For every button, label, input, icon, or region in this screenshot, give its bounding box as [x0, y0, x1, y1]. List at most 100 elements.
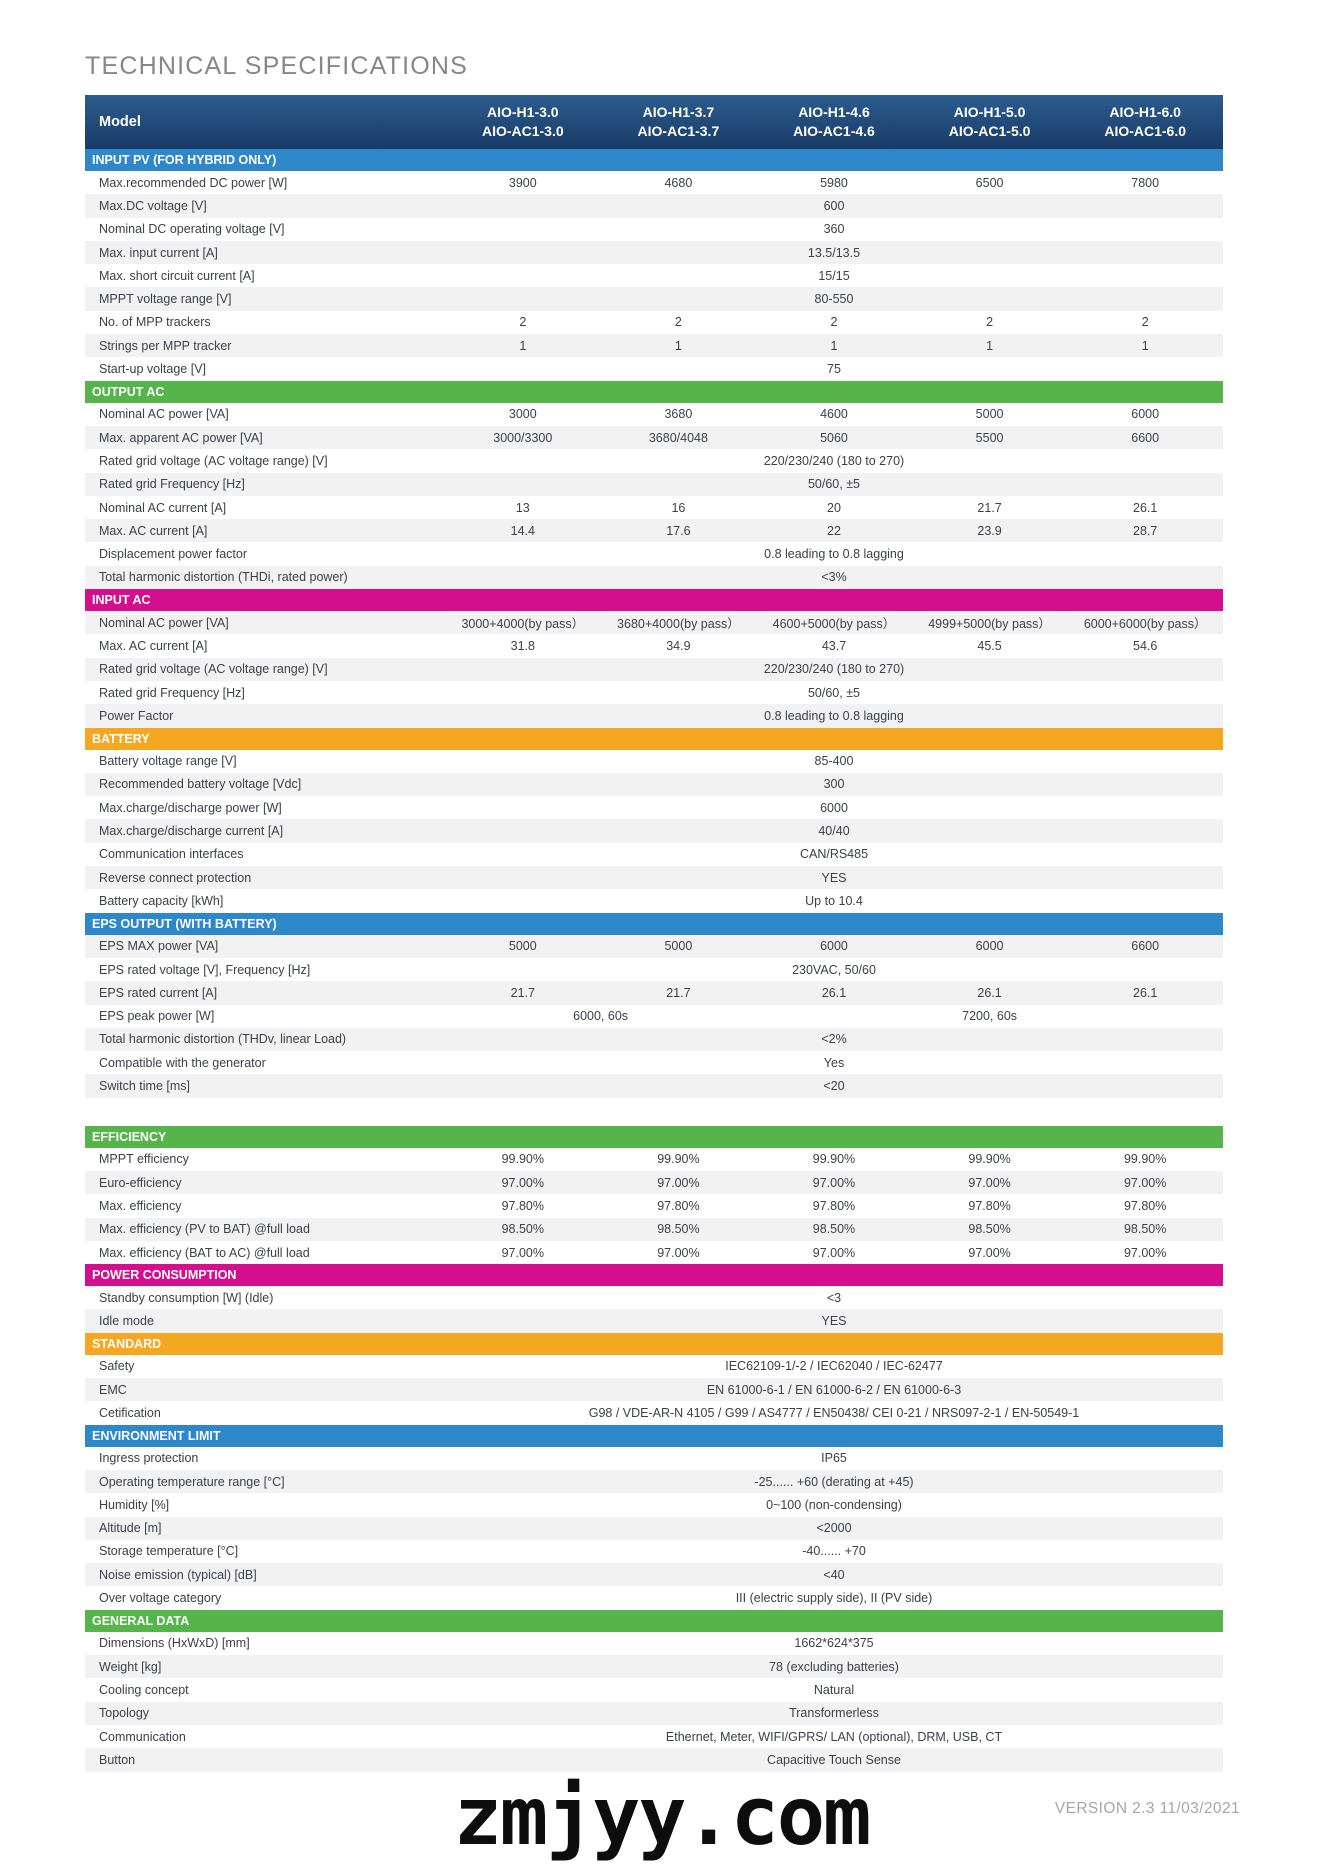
value-cell: 2	[519, 315, 527, 330]
page-title: TECHNICAL SPECIFICATIONS	[85, 52, 469, 80]
row-values: 3000 3680 4600 5000 6000	[445, 407, 1223, 421]
table-row: Communication interfaces CAN/RS485	[85, 843, 1223, 866]
table-row: Max.recommended DC power [W] 3900 4680 5980…	[85, 171, 1223, 194]
row-label: Max. apparent AC power [VA]	[99, 430, 263, 445]
table-row: Button Capacitive Touch Sense	[85, 1748, 1223, 1772]
row-values: Yes	[445, 1056, 1223, 1070]
value-cell: <3%	[821, 570, 847, 585]
row-values: 600	[445, 199, 1223, 213]
value-cell: 28.7	[1133, 523, 1158, 538]
value-cell: 43.7	[821, 638, 847, 653]
value-cell: 4600	[820, 407, 848, 422]
row-values: 6000, 60s 7200, 60s	[445, 1009, 1223, 1023]
row-values: Transformerless	[445, 1706, 1223, 1720]
spec-table: Model AIO-H1-3.0 AIO-AC1-3.0 AIO-H1-3.7 AIO…	[85, 95, 1223, 1772]
row-label: Euro-efficiency	[99, 1175, 182, 1190]
table-row: Altitude [m] <2000	[85, 1516, 1223, 1540]
value-cell: 45.5	[977, 638, 1002, 653]
row-label: Start-up voltage [V]	[99, 362, 207, 377]
section-header: EFFICIENCY	[85, 1125, 1223, 1148]
row-values: 5000 5000 6000 6000 6600	[445, 939, 1223, 953]
row-values: 3000/3300 3680/4048 5060 5500 6600	[445, 431, 1223, 445]
value-cell: 13.5/13.5	[807, 245, 861, 260]
row-label: Max.recommended DC power [W]	[99, 175, 288, 190]
value-cell: IEC62109-1/-2 / IEC62040 / IEC-62477	[725, 1359, 943, 1374]
row-values: 300	[445, 777, 1223, 791]
row-label: Nominal AC power [VA]	[99, 407, 229, 422]
value-cell: -25...... +60 (derating at +45)	[754, 1474, 914, 1489]
value-cell: 97.80%	[1123, 1198, 1167, 1213]
value-cell: 1	[986, 338, 994, 353]
model-name-h1: AIO-H1-5.0	[953, 104, 1026, 120]
row-values: 75	[445, 362, 1223, 376]
value-cell: 21.7	[977, 500, 1002, 515]
model-name-ac1: AIO-AC1-4.6	[793, 123, 875, 139]
value-cell: 5000	[975, 407, 1004, 422]
row-label: Rated grid Frequency [Hz]	[99, 477, 245, 492]
value-cell: 97.80%	[812, 1198, 856, 1213]
value-cell: 97.00%	[1123, 1245, 1167, 1260]
row-label: Max.DC voltage [V]	[99, 198, 207, 213]
watermark-text: zmjyy.com	[453, 1770, 871, 1863]
row-label: Rated grid voltage (AC voltage range) [V…	[99, 662, 328, 677]
value-cell: 5060	[820, 430, 848, 445]
value-cell: 6000	[820, 800, 848, 815]
value-cell: 97.00%	[1123, 1175, 1167, 1190]
row-label: Safety	[99, 1359, 135, 1374]
row-values: CAN/RS485	[445, 847, 1223, 861]
value-cell: 80-550	[814, 292, 854, 307]
table-row: Max. apparent AC power [VA] 3000/3300 3680…	[85, 425, 1223, 450]
value-cell: 220/230/240 (180 to 270)	[763, 453, 905, 468]
value-cell: 97.00%	[657, 1175, 700, 1190]
table-row: Max.DC voltage [V] 600	[85, 194, 1223, 218]
value-cell: 97.00%	[968, 1175, 1011, 1190]
table-row: Rated grid voltage (AC voltage range) [V…	[85, 449, 1223, 472]
row-values: 230VAC, 50/60	[445, 963, 1223, 977]
table-row: Max. AC current [A] 31.8 34.9 43.7 45.5 54.6	[85, 634, 1223, 657]
section-header: ENVIRONMENT LIMIT	[85, 1424, 1223, 1447]
table-row: Nominal AC power [VA] 3000+4000(by pass） 3…	[85, 611, 1223, 635]
row-label: Compatible with the generator	[99, 1055, 266, 1070]
value-cell: 0~100 (non-condensing)	[766, 1497, 902, 1512]
value-cell: <40	[823, 1567, 845, 1582]
row-label: Max. efficiency	[99, 1198, 182, 1213]
value-cell: 98.50%	[812, 1222, 856, 1237]
row-values: 220/230/240 (180 to 270)	[445, 662, 1223, 676]
row-values: <3%	[445, 570, 1223, 584]
table-row: Noise emission (typical) [dB] <40	[85, 1563, 1223, 1587]
row-label: Noise emission (typical) [dB]	[99, 1567, 257, 1582]
row-label: EMC	[99, 1382, 127, 1397]
table-row: Switch time [ms] <20	[85, 1074, 1223, 1098]
row-values: 97.00% 97.00% 97.00% 97.00% 97.00%	[445, 1176, 1223, 1190]
value-cell: 22	[827, 523, 841, 538]
value-cell: <2%	[821, 1032, 847, 1047]
row-label: Recommended battery voltage [Vdc]	[99, 777, 302, 792]
table-row: Displacement power factor 0.8 leading to …	[85, 542, 1223, 565]
row-label: Over voltage category	[99, 1591, 222, 1606]
row-label: Storage temperature [°C]	[99, 1544, 239, 1559]
row-values: G98 / VDE-AR-N 4105 / G99 / AS4777 / EN5…	[445, 1406, 1223, 1420]
table-row: No. of MPP trackers 2 2 2 2 2	[85, 311, 1223, 334]
table-row: Communication Ethernet, Meter, WIFI/GPRS/…	[85, 1725, 1223, 1748]
row-values: 85-400	[445, 754, 1223, 768]
row-label: Displacement power factor	[99, 547, 247, 562]
row-values: IP65	[445, 1451, 1223, 1465]
table-row: Over voltage category III (electric suppl…	[85, 1586, 1223, 1609]
table-row: EPS rated voltage [V], Frequency [Hz] 230…	[85, 958, 1223, 981]
row-values: III (electric supply side), II (PV side)	[445, 1591, 1223, 1605]
value-cell: YES	[821, 1314, 847, 1329]
row-values: <20	[445, 1079, 1223, 1093]
row-label: Ingress protection	[99, 1451, 199, 1466]
row-label: EPS rated current [A]	[99, 985, 218, 1000]
table-row: Recommended battery voltage [Vdc] 300	[85, 772, 1223, 797]
row-label: Total harmonic distortion (THDv, linear …	[99, 1032, 347, 1047]
table-row: Humidity [%] 0~100 (non-condensing)	[85, 1493, 1223, 1516]
row-values: Natural	[445, 1683, 1223, 1697]
value-cell: 6600	[1131, 430, 1160, 445]
model-columns: AIO-H1-3.0 AIO-AC1-3.0 AIO-H1-3.7 AIO-AC1-3…	[445, 95, 1223, 149]
table-row: Idle mode YES	[85, 1309, 1223, 1333]
row-label: Switch time [ms]	[99, 1079, 190, 1094]
value-cell: 16	[671, 500, 686, 515]
value-cell: 2	[830, 315, 838, 330]
row-label: Communication	[99, 1729, 186, 1744]
